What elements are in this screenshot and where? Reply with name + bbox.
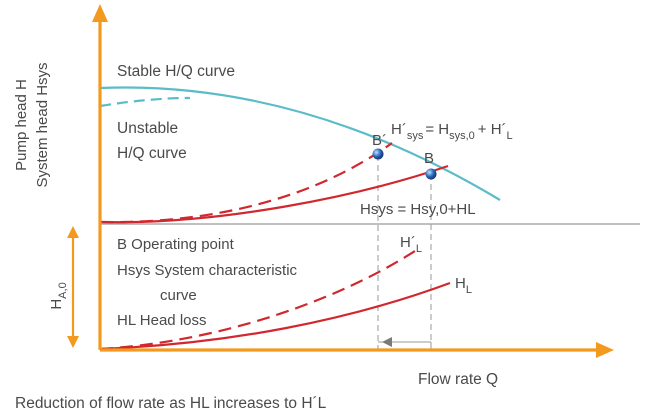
unstable-curve-label-line2: H/Q curve bbox=[117, 145, 187, 162]
head-loss-curve-hl bbox=[99, 281, 451, 351]
head-loss-prime-label: H´L bbox=[400, 234, 422, 255]
legend-system-characteristic-cont: curve bbox=[160, 287, 197, 304]
system-curve-hsys-prime bbox=[99, 142, 393, 224]
point-label-b: B bbox=[424, 150, 434, 167]
ha0-arrow-up-icon bbox=[67, 226, 79, 238]
point-label-b-prime: B´ bbox=[372, 132, 387, 149]
y-axis-label-pump-head: Pump head H bbox=[13, 79, 30, 171]
equation-hsys-prime: H´sys = Hsys,0 + H´L bbox=[391, 121, 513, 142]
stable-hq-curve bbox=[99, 86, 501, 201]
x-axis-label: Flow rate Q bbox=[418, 371, 498, 388]
legend-head-loss: HL Head loss bbox=[117, 312, 207, 329]
head-loss-curve-hl-prime bbox=[99, 248, 419, 351]
stable-curve-label: Stable H/Q curve bbox=[117, 63, 235, 80]
legend-system-characteristic: Hsys System characteristic bbox=[117, 262, 298, 279]
y-axis-arrow-icon bbox=[92, 4, 108, 22]
x-axis-arrow-icon bbox=[596, 342, 614, 358]
caption: Reduction of flow rate as HL increases t… bbox=[15, 395, 327, 412]
operating-point-b-prime bbox=[372, 148, 384, 160]
equation-hsys: Hsys = Hsy,0+HL bbox=[360, 201, 476, 218]
unstable-hq-curve bbox=[99, 96, 191, 108]
flow-reduction-arrow-icon bbox=[382, 337, 392, 347]
ha0-label: HA,0 bbox=[48, 282, 69, 309]
legend-operating-point: B Operating point bbox=[117, 236, 235, 253]
y-axis-label-system-head: System head Hsys bbox=[34, 62, 51, 187]
head-loss-label: HL bbox=[455, 275, 472, 296]
ha0-arrow-down-icon bbox=[67, 336, 79, 348]
operating-point-b bbox=[425, 168, 437, 180]
unstable-curve-label-line1: Unstable bbox=[117, 120, 178, 137]
